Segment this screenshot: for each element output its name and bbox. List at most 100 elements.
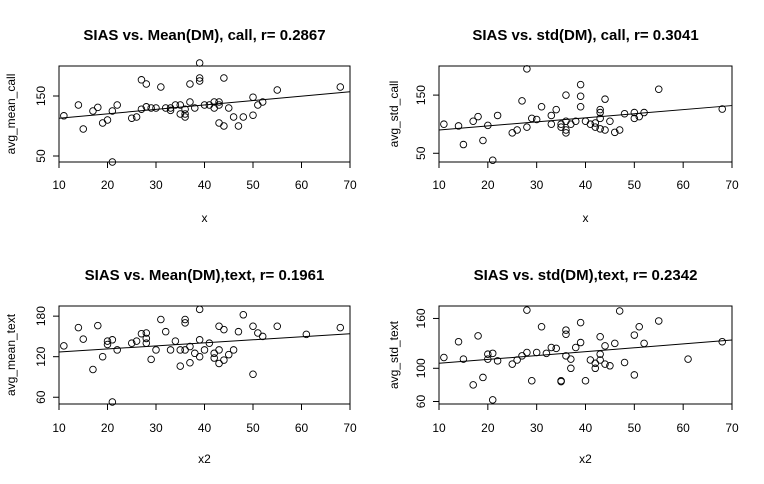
x-tick-label: 30 (149, 421, 163, 435)
data-point (523, 348, 531, 357)
data-point (195, 305, 204, 314)
data-point (528, 376, 536, 385)
data-point (596, 332, 604, 341)
data-point (220, 74, 228, 82)
data-point (176, 362, 184, 370)
data-point (181, 113, 189, 121)
data-point (479, 136, 487, 145)
data-point (195, 74, 204, 82)
data-point (630, 331, 639, 339)
x-tick-label: 60 (676, 421, 690, 435)
y-tick-label: 50 (34, 149, 48, 163)
data-point (258, 332, 267, 341)
y-tick-label: 60 (34, 390, 48, 404)
x-tick-label: 50 (246, 178, 260, 192)
data-point (537, 102, 546, 111)
data-point (186, 80, 194, 88)
scatter-panel-4: SIAS vs. std(DM),text, r= 0.2342 10 20 30 40… (387, 267, 739, 466)
data-point (249, 370, 257, 379)
data-point (108, 336, 117, 344)
data-point (552, 105, 560, 114)
data-point (630, 114, 639, 123)
data-point (171, 337, 180, 345)
data-point (166, 346, 175, 354)
y-tick-label: 50 (414, 146, 428, 160)
data-point (161, 327, 170, 336)
data-point (152, 346, 160, 354)
data-point (532, 115, 541, 124)
data-point (103, 116, 112, 124)
data-point (74, 101, 83, 109)
data-point (89, 365, 97, 374)
data-point (596, 108, 604, 117)
data-point (157, 315, 165, 324)
data-point (229, 113, 238, 121)
data-point (571, 117, 580, 126)
scatter-panel-3: SIAS vs. Mean(DM),text, r= 0.1961 10 20 30 4… (4, 267, 357, 466)
data-point (249, 111, 257, 119)
plot-frame (438, 65, 733, 163)
data-point (200, 101, 209, 109)
data-point (302, 330, 311, 339)
data-point (239, 113, 248, 121)
data-point (718, 105, 726, 113)
data-point (518, 97, 526, 105)
data-point (152, 104, 160, 112)
data-point (620, 109, 629, 118)
data-point (518, 352, 526, 360)
x-tick-label: 40 (579, 421, 593, 435)
data-point (552, 344, 560, 353)
data-point (454, 337, 463, 346)
data-point (488, 349, 497, 358)
data-point (127, 339, 136, 347)
data-point (127, 114, 136, 122)
x-tick-label: 20 (101, 178, 115, 192)
data-point (74, 323, 83, 332)
data-point (601, 360, 609, 368)
data-point (640, 339, 648, 348)
x-tick-label: 50 (628, 421, 642, 435)
data-point (258, 98, 267, 106)
data-point (596, 350, 604, 358)
data-point (142, 80, 151, 88)
data-point (137, 105, 146, 113)
data-point (191, 349, 199, 358)
data-point (474, 332, 482, 340)
data-point (98, 352, 107, 361)
data-points (60, 59, 345, 166)
data-points (440, 306, 726, 404)
data-point (601, 342, 609, 350)
data-point (79, 125, 87, 133)
x-tick-label: 70 (725, 421, 739, 435)
x-tick-label: 10 (432, 178, 446, 192)
data-point (615, 126, 624, 134)
data-point (547, 111, 556, 120)
data-point (181, 319, 189, 327)
data-point (142, 103, 151, 111)
data-point (132, 113, 141, 121)
data-point (484, 350, 492, 358)
data-point (459, 140, 468, 149)
x-tick-label: 50 (628, 178, 642, 192)
data-point (635, 112, 643, 121)
data-point (181, 110, 189, 118)
data-point (229, 346, 238, 354)
data-point (576, 102, 585, 111)
data-point (440, 353, 448, 362)
data-point (239, 311, 248, 319)
data-point (596, 114, 604, 123)
x-tick-label: 30 (530, 178, 544, 192)
data-point (562, 91, 570, 99)
data-point (581, 117, 590, 126)
scatter-panel-2: SIAS vs. std(DM), call, r= 0.3041 10 20 30 4… (387, 27, 739, 225)
data-point (220, 356, 228, 364)
data-point (567, 364, 575, 373)
x-tick-label: 30 (149, 178, 163, 192)
x-tick-label: 20 (481, 421, 495, 435)
x-tick-label: 70 (343, 178, 357, 192)
data-point (191, 104, 199, 112)
data-point (249, 322, 257, 331)
data-point (234, 327, 243, 336)
data-point (562, 126, 570, 134)
